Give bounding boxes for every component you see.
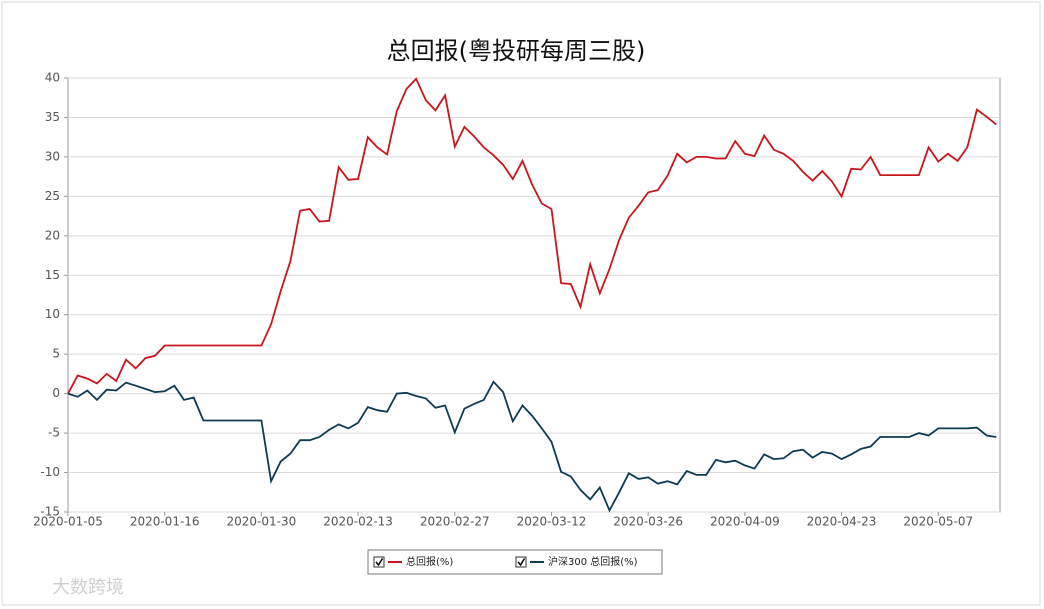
x-tick-label: 2020-05-07: [903, 515, 973, 529]
watermark: 大数跨境: [52, 577, 124, 598]
plot-area: [67, 77, 1001, 513]
y-tick-label: 15: [45, 268, 60, 282]
y-tick-label: -10: [40, 465, 60, 479]
x-tick-label: 2020-01-16: [130, 515, 200, 529]
y-tick-label: -15: [40, 505, 60, 519]
legend-checkbox: [515, 556, 527, 568]
legend-checkbox: [373, 556, 385, 568]
x-tick-label: 2020-01-05: [33, 515, 103, 529]
chart-title: 总回报(粤投研每周三股): [387, 37, 646, 65]
x-tick-label: 2020-01-30: [227, 515, 297, 529]
y-tick-label: 25: [45, 189, 60, 203]
x-tick-label: 2020-02-13: [323, 515, 393, 529]
x-tick-label: 2020-04-09: [710, 515, 780, 529]
y-tick-label: 0: [52, 386, 60, 400]
y-tick-label: -5: [48, 426, 60, 440]
series-line: [67, 77, 997, 395]
legend-label: 沪深300 总回报(%): [548, 555, 638, 568]
x-tick-label: 2020-04-23: [807, 515, 877, 529]
x-tick-label: 2020-03-12: [517, 515, 587, 529]
legend-check: [517, 558, 526, 567]
x-tick-label: 2020-03-26: [613, 515, 683, 529]
legend-check: [375, 558, 384, 567]
legend-label: 总回报(%): [406, 555, 453, 568]
y-tick-label: 35: [45, 110, 60, 124]
x-tick-label: 2020-02-27: [420, 515, 490, 529]
y-tick-label: 40: [45, 71, 60, 85]
y-tick-label: 20: [45, 228, 60, 242]
y-tick-label: 10: [45, 307, 60, 321]
series-line: [67, 380, 997, 513]
y-tick-label: 5: [52, 347, 60, 361]
y-tick-label: 30: [45, 149, 60, 163]
legend-box: [367, 549, 663, 575]
